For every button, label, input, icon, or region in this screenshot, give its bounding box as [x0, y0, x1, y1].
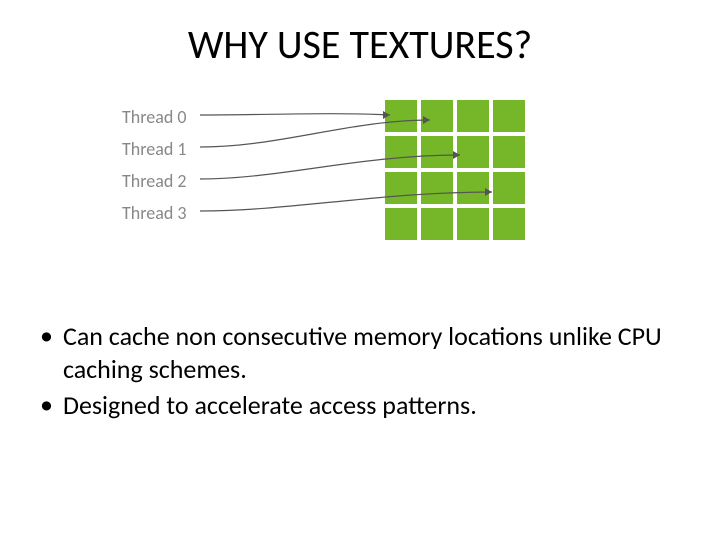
bullet-text-0: Can cache non consecutive memory locatio… — [63, 320, 680, 385]
bullet-item-0: • Can cache non consecutive memory locati… — [40, 320, 680, 385]
thread-label-1: Thread 1 — [122, 138, 187, 160]
bullet-marker: • — [40, 320, 53, 351]
bullet-item-1: • Designed to accelerate access patterns. — [40, 389, 680, 422]
grid-cell — [421, 172, 453, 204]
bullet-text-1: Designed to accelerate access patterns. — [63, 389, 477, 422]
bullet-list: • Can cache non consecutive memory locati… — [40, 320, 680, 426]
page-title: WHY USE TEXTURES? — [0, 20, 720, 69]
thread-label-2: Thread 2 — [122, 170, 187, 192]
grid-cell — [457, 100, 489, 132]
arrow-line-0 — [200, 114, 390, 115]
thread-label-0: Thread 0 — [122, 106, 187, 128]
grid-cell — [421, 136, 453, 168]
bullet-marker: • — [40, 389, 53, 420]
texture-grid — [385, 100, 525, 240]
diagram: Thread 0 Thread 1 Thread 2 Thread 3 — [90, 100, 610, 260]
grid-cell — [457, 172, 489, 204]
grid-cell — [385, 208, 417, 240]
grid-cell — [385, 172, 417, 204]
grid-cell — [493, 208, 525, 240]
grid-cell — [385, 136, 417, 168]
grid-cell — [493, 136, 525, 168]
grid-cell — [421, 208, 453, 240]
grid-cell — [493, 100, 525, 132]
grid-cell — [457, 136, 489, 168]
grid-cell — [457, 208, 489, 240]
grid-cell — [385, 100, 417, 132]
grid-cell — [421, 100, 453, 132]
thread-label-3: Thread 3 — [122, 202, 187, 224]
grid-cell — [493, 172, 525, 204]
